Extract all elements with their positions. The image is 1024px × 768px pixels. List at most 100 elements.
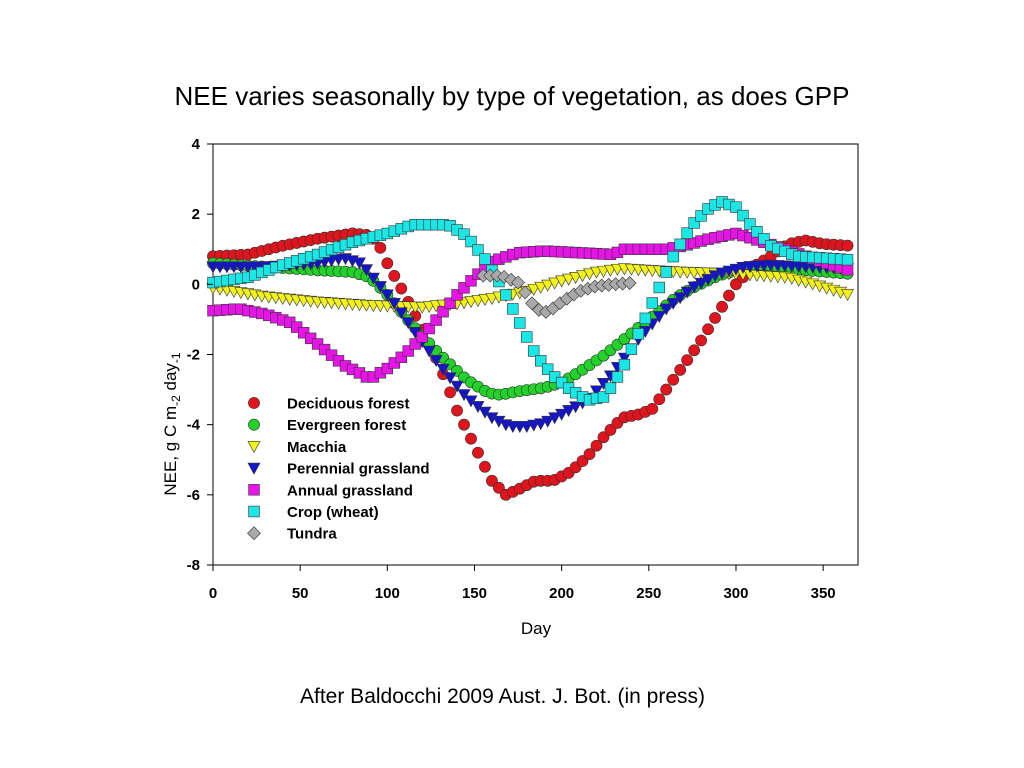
data-point [555, 408, 569, 421]
data-point [673, 292, 687, 305]
data-point [622, 276, 637, 290]
data-point [611, 371, 624, 383]
legend-marker [248, 505, 260, 518]
data-point [708, 270, 722, 283]
data-point [646, 402, 659, 415]
data-point [751, 226, 763, 238]
data-point [841, 239, 854, 252]
legend-marker [248, 484, 260, 496]
data-point [667, 373, 680, 386]
data-point [436, 363, 450, 376]
marks-layer [206, 196, 855, 501]
data-point [387, 297, 401, 310]
data-point [458, 228, 470, 240]
legend-label: Tundra [287, 526, 337, 543]
data-point [528, 345, 540, 357]
legend-label: Evergreen forest [287, 417, 406, 434]
data-point [695, 334, 708, 347]
data-point [681, 354, 694, 367]
y-axis: -8 -6 -4 -2 0 2 4 [187, 136, 213, 574]
data-point [429, 355, 443, 367]
data-point [521, 331, 533, 343]
data-point [715, 267, 729, 280]
y-tick-label: 4 [192, 136, 201, 153]
data-point [451, 289, 463, 301]
x-tick-label: 250 [636, 585, 661, 602]
data-point [590, 439, 603, 452]
data-point [465, 235, 477, 248]
data-point [597, 431, 610, 444]
data-point [422, 345, 436, 358]
data-point [514, 317, 526, 329]
legend-marker [247, 462, 261, 475]
data-point [457, 389, 471, 402]
data-point [465, 432, 477, 445]
data-point [542, 363, 554, 375]
data-point [352, 257, 366, 270]
data-point [458, 418, 470, 431]
data-point [730, 201, 742, 213]
data-point [548, 412, 562, 425]
x-tick-label: 300 [723, 585, 748, 602]
data-point [625, 343, 638, 355]
data-point [695, 210, 707, 222]
data-point [518, 285, 532, 300]
data-point [723, 289, 735, 302]
data-point [729, 263, 743, 276]
data-point [534, 281, 548, 294]
data-point [450, 380, 464, 393]
data-point [617, 352, 631, 365]
data-point [604, 424, 617, 436]
data-point [737, 209, 749, 222]
legend-marker [248, 418, 260, 431]
y-tick-label: 2 [192, 206, 200, 223]
data-point [562, 273, 576, 286]
data-point [423, 322, 435, 335]
slide-caption: After Baldocchi 2009 Aust. J. Bot. (in p… [300, 685, 706, 708]
y-tick-label: -2 [187, 347, 200, 364]
data-point [486, 474, 498, 487]
x-tick-label: 0 [209, 585, 217, 602]
data-point [744, 218, 756, 230]
y-tick-label: -6 [187, 487, 200, 504]
data-point [535, 355, 547, 367]
data-point [381, 257, 394, 270]
series-tundra [476, 268, 637, 319]
data-point [366, 272, 380, 285]
data-point [583, 448, 596, 461]
legend: Deciduous forest Evergreen forest Macchia P… [247, 396, 430, 543]
data-point [674, 364, 687, 376]
data-point [722, 265, 736, 278]
data-point [632, 328, 645, 340]
y-axis-label: NEE, g C m-2 day-1 [161, 352, 183, 496]
y-tick-label: -8 [187, 557, 200, 574]
legend-label: Perennial grassland [287, 461, 430, 478]
x-axis: 0 50 100 150 200 250 300 350 [209, 565, 836, 602]
data-point [562, 405, 576, 418]
data-point [688, 344, 701, 357]
data-point [500, 289, 512, 301]
x-tick-label: 350 [811, 585, 836, 602]
data-point [646, 297, 658, 309]
legend-label: Deciduous forest [287, 396, 410, 413]
y-tick-label: -4 [187, 417, 201, 434]
data-point [511, 275, 525, 290]
x-tick-label: 50 [292, 585, 309, 602]
data-point [680, 286, 694, 299]
data-point [688, 217, 700, 229]
data-point [479, 253, 491, 265]
data-point [681, 227, 693, 239]
x-tick-label: 150 [462, 585, 487, 602]
data-point [841, 253, 854, 266]
data-point [701, 274, 715, 287]
data-point [472, 244, 484, 256]
data-point [548, 277, 562, 290]
data-point [569, 401, 583, 414]
data-point [395, 282, 408, 295]
data-point [667, 250, 679, 263]
data-point [674, 238, 686, 251]
data-point [416, 331, 428, 343]
data-point [618, 358, 631, 371]
data-point [666, 297, 680, 310]
series-crop-wheat- [207, 196, 854, 406]
